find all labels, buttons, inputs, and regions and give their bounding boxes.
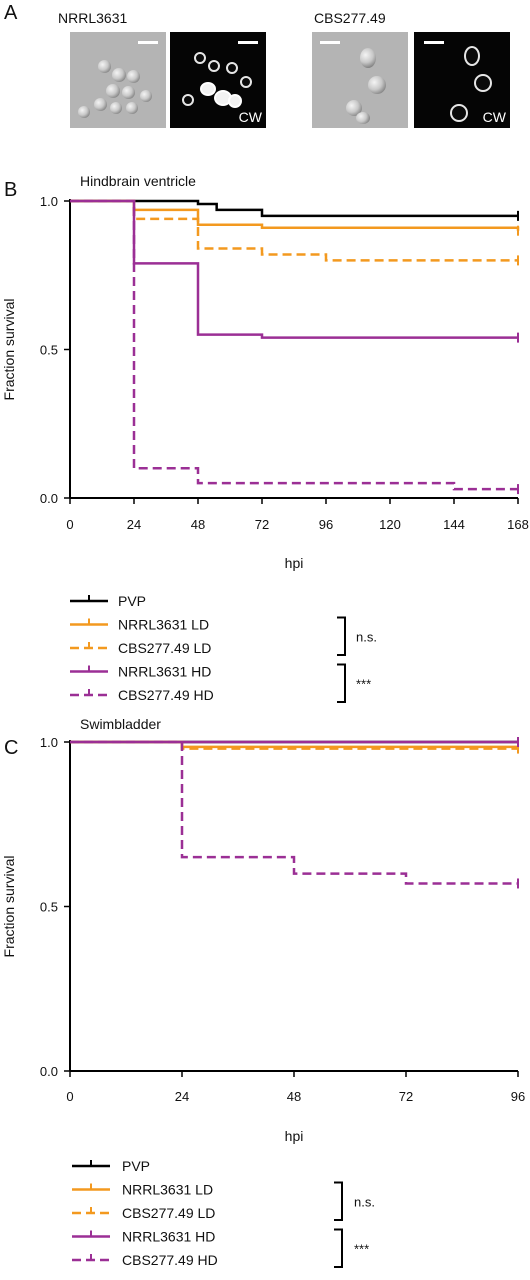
x-tick-label: 0 xyxy=(66,1089,73,1104)
legend-label-nrrl3631-hd: NRRL3631 HD xyxy=(118,664,211,680)
y-tick-label: 0.0 xyxy=(40,1064,58,1079)
micrograph-cbs277-dic xyxy=(312,32,408,128)
x-tick-label: 72 xyxy=(255,517,269,532)
cw-stain-label: CW xyxy=(482,109,506,125)
x-axis-label: hpi xyxy=(285,555,304,571)
x-tick-label: 72 xyxy=(399,1089,413,1104)
y-tick-label: 1.0 xyxy=(40,735,58,750)
x-tick-label: 96 xyxy=(319,517,333,532)
scale-bar xyxy=(424,41,444,44)
panel-letter: B xyxy=(4,179,17,201)
chart-title: Hindbrain ventricle xyxy=(80,173,196,189)
legend-label-pvp: PVP xyxy=(122,1158,150,1174)
y-tick-label: 0.5 xyxy=(40,343,58,358)
x-tick-label: 24 xyxy=(175,1089,189,1104)
legend-label-cbs277-49-hd: CBS277.49 HD xyxy=(118,687,214,703)
x-tick-label: 24 xyxy=(127,517,141,532)
panel-a-letter: A xyxy=(4,2,18,24)
y-axis-label: Fraction survival xyxy=(1,856,17,958)
series-line-nrrl3631-hd xyxy=(70,199,518,339)
significance-bracket xyxy=(337,663,346,703)
significance-label: n.s. xyxy=(354,1194,375,1209)
micrograph-cbs277-cw: CW xyxy=(414,32,510,128)
y-tick-label: 0.0 xyxy=(40,491,58,506)
y-tick-label: 0.5 xyxy=(40,900,58,915)
scale-bar xyxy=(320,41,340,44)
significance-label: *** xyxy=(356,676,371,691)
legend-label-cbs277-49-ld: CBS277.49 LD xyxy=(118,640,211,656)
micrograph-nrrl3631-dic xyxy=(70,32,166,128)
significance-bracket xyxy=(337,616,346,656)
scale-bar xyxy=(138,41,158,44)
y-tick-label: 1.0 xyxy=(40,194,58,209)
x-tick-label: 144 xyxy=(443,517,465,532)
legend-label-nrrl3631-hd: NRRL3631 HD xyxy=(122,1229,215,1245)
micrograph-nrrl3631-cw: CW xyxy=(170,32,266,128)
x-tick-label: 0 xyxy=(66,517,73,532)
legend-label-nrrl3631-ld: NRRL3631 LD xyxy=(118,617,209,633)
series-line-cbs277-49-hd xyxy=(70,199,518,491)
x-axis-label: hpi xyxy=(285,1128,304,1144)
y-axis-label: Fraction survival xyxy=(1,299,17,401)
strain-label-cbs277: CBS277.49 xyxy=(314,10,386,26)
panel-letter: C xyxy=(4,737,18,759)
significance-bracket xyxy=(334,1181,343,1221)
significance-bracket xyxy=(334,1228,343,1268)
x-tick-label: 48 xyxy=(191,517,205,532)
chart-panel-c: C Swimbladder 0 24 48 72 96 0.0 0.5 1.0 hpi Fractio… xyxy=(1,716,525,1268)
chart-title: Swimbladder xyxy=(80,716,161,732)
cw-stain-label: CW xyxy=(238,109,262,125)
strain-label-nrrl3631: NRRL3631 xyxy=(58,10,128,26)
x-tick-label: 120 xyxy=(379,517,401,532)
series-line-pvp xyxy=(70,199,518,218)
x-tick-label: 168 xyxy=(507,517,529,532)
series-line-cbs277-49-hd xyxy=(70,740,518,885)
significance-label: n.s. xyxy=(356,629,377,644)
legend-label-cbs277-49-ld: CBS277.49 LD xyxy=(122,1205,215,1221)
chart-panel-b: B Hindbrain ventricle 0 24 48 72 96 120 144 168 0.… xyxy=(1,173,529,703)
legend-label-cbs277-49-hd: CBS277.49 HD xyxy=(122,1252,218,1268)
significance-label: *** xyxy=(354,1241,369,1256)
legend-label-pvp: PVP xyxy=(118,593,146,609)
legend-label-nrrl3631-ld: NRRL3631 LD xyxy=(122,1182,213,1198)
x-tick-label: 96 xyxy=(511,1089,525,1104)
x-tick-label: 48 xyxy=(287,1089,301,1104)
scale-bar xyxy=(238,41,258,44)
